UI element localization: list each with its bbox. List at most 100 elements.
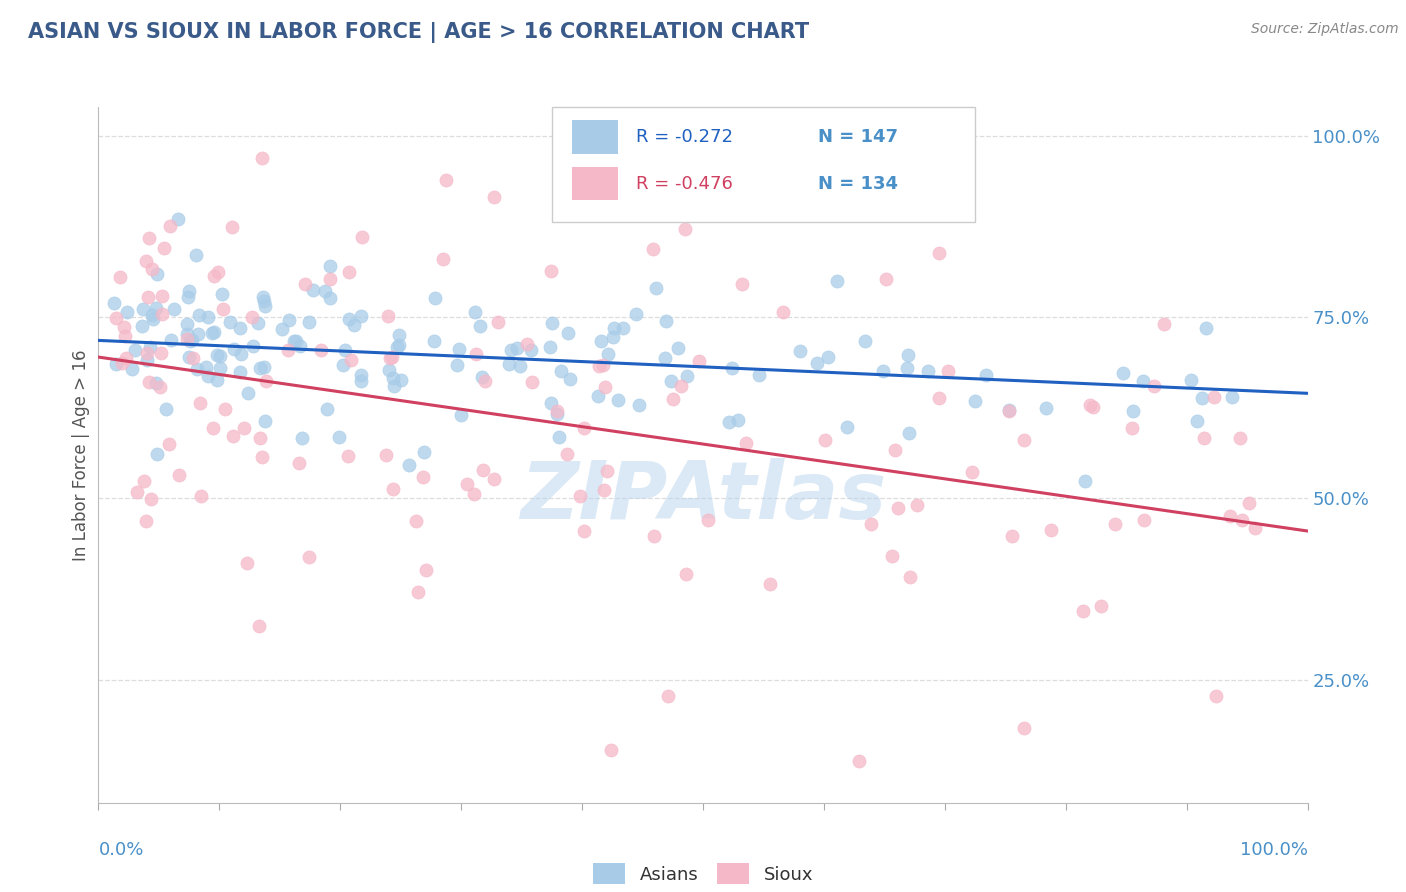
Point <box>319 291 342 305</box>
Point <box>160 334 183 348</box>
Point <box>555 447 578 461</box>
Point <box>1191 391 1213 405</box>
Point <box>519 343 541 357</box>
Point <box>124 343 146 357</box>
Point <box>1083 401 1105 415</box>
Point <box>540 264 562 278</box>
Point <box>197 310 219 325</box>
Point <box>350 368 373 382</box>
Point <box>297 549 319 564</box>
Point <box>546 407 568 421</box>
Point <box>150 307 173 321</box>
Point <box>727 413 749 427</box>
Point <box>589 334 612 348</box>
Point <box>139 491 162 506</box>
Point <box>1090 599 1112 613</box>
Point <box>465 347 488 361</box>
Point <box>1104 516 1126 531</box>
Point <box>456 476 478 491</box>
Point <box>666 341 689 355</box>
Point <box>242 339 264 353</box>
Point <box>229 347 252 361</box>
Point <box>337 311 360 326</box>
Point <box>141 261 163 276</box>
Point <box>848 754 870 768</box>
Point <box>350 309 373 323</box>
Point <box>624 307 647 321</box>
Point <box>388 337 411 351</box>
Point <box>380 351 402 365</box>
Point <box>998 403 1021 417</box>
Point <box>662 392 685 407</box>
Point <box>447 342 470 356</box>
Point <box>222 342 245 356</box>
Point <box>669 379 692 393</box>
Point <box>253 293 276 308</box>
Point <box>103 295 125 310</box>
Point <box>557 326 579 340</box>
Legend: Asians, Sioux: Asians, Sioux <box>586 856 820 891</box>
Point <box>572 524 595 538</box>
Point <box>381 351 404 365</box>
Point <box>450 408 472 422</box>
Point <box>675 566 697 581</box>
Point <box>1039 523 1062 537</box>
Point <box>499 343 522 358</box>
Point <box>1132 375 1154 389</box>
Point <box>655 314 678 328</box>
Point <box>207 265 229 279</box>
Point <box>474 374 496 388</box>
Text: N = 147: N = 147 <box>818 128 898 146</box>
Point <box>218 315 240 329</box>
Point <box>415 563 437 577</box>
Point <box>145 376 167 391</box>
Point <box>177 350 200 364</box>
Point <box>898 570 921 584</box>
Point <box>288 456 311 470</box>
Point <box>789 343 811 358</box>
Point <box>253 299 276 313</box>
Point <box>1237 496 1260 510</box>
Point <box>516 336 538 351</box>
Point <box>108 270 131 285</box>
Point <box>598 347 620 361</box>
Y-axis label: In Labor Force | Age > 16: In Labor Force | Age > 16 <box>72 349 90 561</box>
Point <box>221 220 243 235</box>
Point <box>423 334 446 348</box>
Point <box>291 431 314 445</box>
Point <box>302 283 325 297</box>
Point <box>898 426 921 441</box>
Point <box>520 375 543 389</box>
Point <box>136 289 159 303</box>
Point <box>688 354 710 368</box>
Point <box>169 467 191 482</box>
Point <box>333 343 356 358</box>
Point <box>1122 404 1144 418</box>
Point <box>105 311 128 326</box>
Point <box>540 395 562 409</box>
Text: 0.0%: 0.0% <box>98 841 143 859</box>
Point <box>212 301 235 316</box>
Point <box>612 320 634 334</box>
Point <box>374 448 396 462</box>
Point <box>181 333 204 347</box>
Point <box>676 368 699 383</box>
Point <box>247 316 270 330</box>
Point <box>208 349 231 363</box>
Point <box>434 173 457 187</box>
Point <box>350 229 373 244</box>
Point <box>238 386 260 401</box>
Point <box>249 361 271 376</box>
Point <box>187 327 209 342</box>
Point <box>229 365 252 379</box>
Point <box>641 242 664 256</box>
Point <box>574 421 596 435</box>
Point <box>176 326 198 341</box>
Point <box>998 404 1021 418</box>
Point <box>718 415 741 429</box>
Point <box>731 277 754 291</box>
Point <box>195 359 218 374</box>
Point <box>814 434 837 448</box>
Point <box>806 356 828 370</box>
Point <box>595 380 617 394</box>
